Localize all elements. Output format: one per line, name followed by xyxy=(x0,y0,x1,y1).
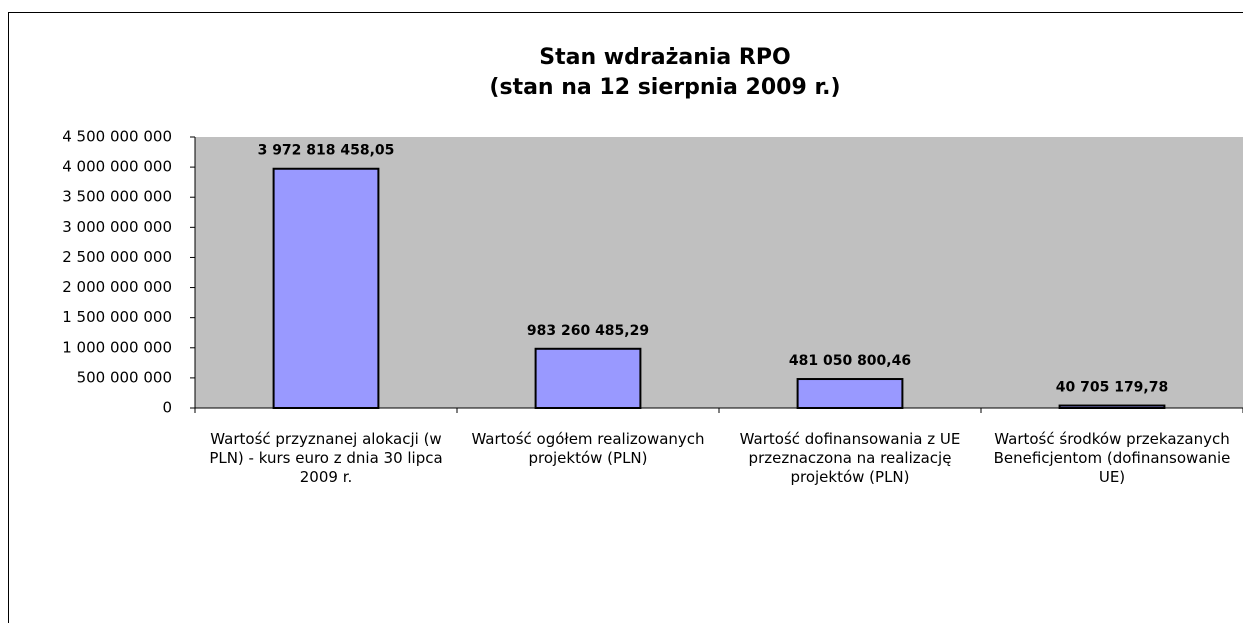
bar xyxy=(272,167,380,409)
y-tick-label: 1 000 000 000 xyxy=(62,338,172,356)
y-tick-label: 500 000 000 xyxy=(77,368,172,386)
data-label: 481 050 800,46 xyxy=(789,353,911,369)
y-tick-label: 0 xyxy=(162,399,172,417)
chart-title: Stan wdrażania RPO xyxy=(539,45,790,70)
data-label: 40 705 179,78 xyxy=(1056,380,1168,396)
x-tick-label: Wartość dofinansowania z UE przeznaczona… xyxy=(739,430,961,486)
y-tick-label: 2 500 000 000 xyxy=(62,248,172,266)
chart-subtitle: (stan na 12 sierpnia 2009 r.) xyxy=(489,75,840,100)
y-tick-label: 1 500 000 000 xyxy=(62,308,172,326)
bar xyxy=(534,347,642,409)
bar xyxy=(1058,404,1166,410)
y-tick-label: 3 500 000 000 xyxy=(62,188,172,206)
x-tick-label: Wartość środków przekazanych Beneficjent… xyxy=(993,430,1231,486)
y-tick-label: 4 000 000 000 xyxy=(62,158,172,176)
y-tick-label: 2 000 000 000 xyxy=(62,278,172,296)
data-label: 983 260 485,29 xyxy=(527,323,649,339)
y-tick-label: 4 500 000 000 xyxy=(62,128,172,146)
x-tick-label: Wartość ogółem realizowanych projektów (… xyxy=(471,430,705,467)
bar xyxy=(796,378,904,410)
data-label: 3 972 818 458,05 xyxy=(258,143,395,159)
y-tick-label: 3 000 000 000 xyxy=(62,218,172,236)
x-tick-label: Wartość przyznanej alokacji (w PLN) - ku… xyxy=(209,430,443,486)
